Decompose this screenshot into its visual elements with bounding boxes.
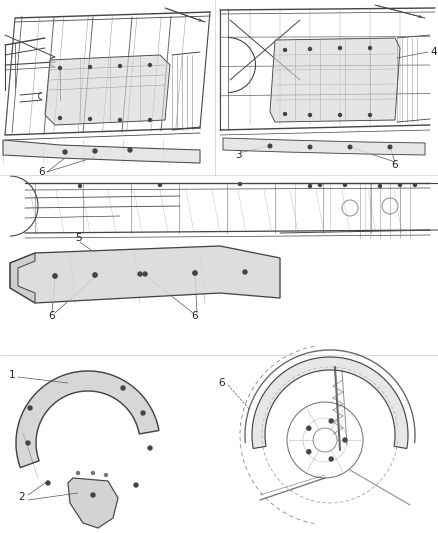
Circle shape <box>339 46 342 50</box>
Polygon shape <box>252 357 408 449</box>
Circle shape <box>105 473 107 477</box>
Text: 3: 3 <box>235 150 241 160</box>
Circle shape <box>93 273 97 277</box>
Circle shape <box>88 66 92 69</box>
Circle shape <box>243 270 247 274</box>
Circle shape <box>268 144 272 148</box>
Circle shape <box>148 63 152 67</box>
Circle shape <box>308 184 311 188</box>
Circle shape <box>159 183 162 187</box>
Circle shape <box>88 117 92 120</box>
Circle shape <box>329 457 333 461</box>
Circle shape <box>413 183 417 187</box>
Circle shape <box>307 450 311 454</box>
Circle shape <box>143 272 147 276</box>
Bar <box>0 0 215 175</box>
Polygon shape <box>3 140 200 163</box>
Text: 6: 6 <box>49 311 55 321</box>
Circle shape <box>308 114 311 117</box>
Text: 1: 1 <box>9 370 15 380</box>
Circle shape <box>91 493 95 497</box>
Circle shape <box>308 145 312 149</box>
Circle shape <box>343 438 347 442</box>
Circle shape <box>239 182 241 185</box>
Circle shape <box>307 426 311 430</box>
Circle shape <box>148 446 152 450</box>
Bar <box>220 0 438 175</box>
Text: 5: 5 <box>75 233 81 243</box>
Circle shape <box>141 411 145 415</box>
Circle shape <box>59 67 61 69</box>
Text: 2: 2 <box>19 492 25 502</box>
Circle shape <box>78 184 81 188</box>
Polygon shape <box>10 246 280 303</box>
Circle shape <box>53 274 57 278</box>
Circle shape <box>121 386 125 390</box>
Circle shape <box>138 272 142 276</box>
Polygon shape <box>45 55 170 125</box>
Circle shape <box>193 271 197 275</box>
Circle shape <box>92 472 95 474</box>
Circle shape <box>368 46 371 50</box>
Circle shape <box>119 64 121 68</box>
Circle shape <box>46 481 50 485</box>
Circle shape <box>329 419 333 423</box>
Circle shape <box>378 184 381 188</box>
Polygon shape <box>270 38 400 122</box>
Circle shape <box>343 183 346 187</box>
Circle shape <box>93 149 97 153</box>
Circle shape <box>368 114 371 117</box>
Circle shape <box>63 150 67 154</box>
Circle shape <box>348 145 352 149</box>
Circle shape <box>59 117 61 119</box>
Circle shape <box>388 145 392 149</box>
Circle shape <box>283 112 286 116</box>
Text: 6: 6 <box>192 311 198 321</box>
Circle shape <box>26 441 30 445</box>
Circle shape <box>128 148 132 152</box>
Circle shape <box>399 183 402 187</box>
Text: 6: 6 <box>219 378 225 388</box>
Circle shape <box>339 114 342 117</box>
Circle shape <box>318 183 321 187</box>
Circle shape <box>148 118 152 122</box>
Circle shape <box>308 47 311 51</box>
Polygon shape <box>68 478 118 528</box>
Circle shape <box>53 274 57 278</box>
Bar <box>0 178 438 355</box>
Circle shape <box>28 406 32 410</box>
Text: 4: 4 <box>430 47 437 57</box>
Bar <box>0 355 438 533</box>
Circle shape <box>77 472 80 474</box>
Polygon shape <box>16 371 159 467</box>
Text: 6: 6 <box>39 167 45 177</box>
Polygon shape <box>223 138 425 155</box>
Polygon shape <box>10 253 35 303</box>
Circle shape <box>283 49 286 52</box>
Circle shape <box>93 273 97 277</box>
Circle shape <box>119 118 121 122</box>
Circle shape <box>193 271 197 275</box>
Circle shape <box>134 483 138 487</box>
Text: 6: 6 <box>392 160 398 170</box>
